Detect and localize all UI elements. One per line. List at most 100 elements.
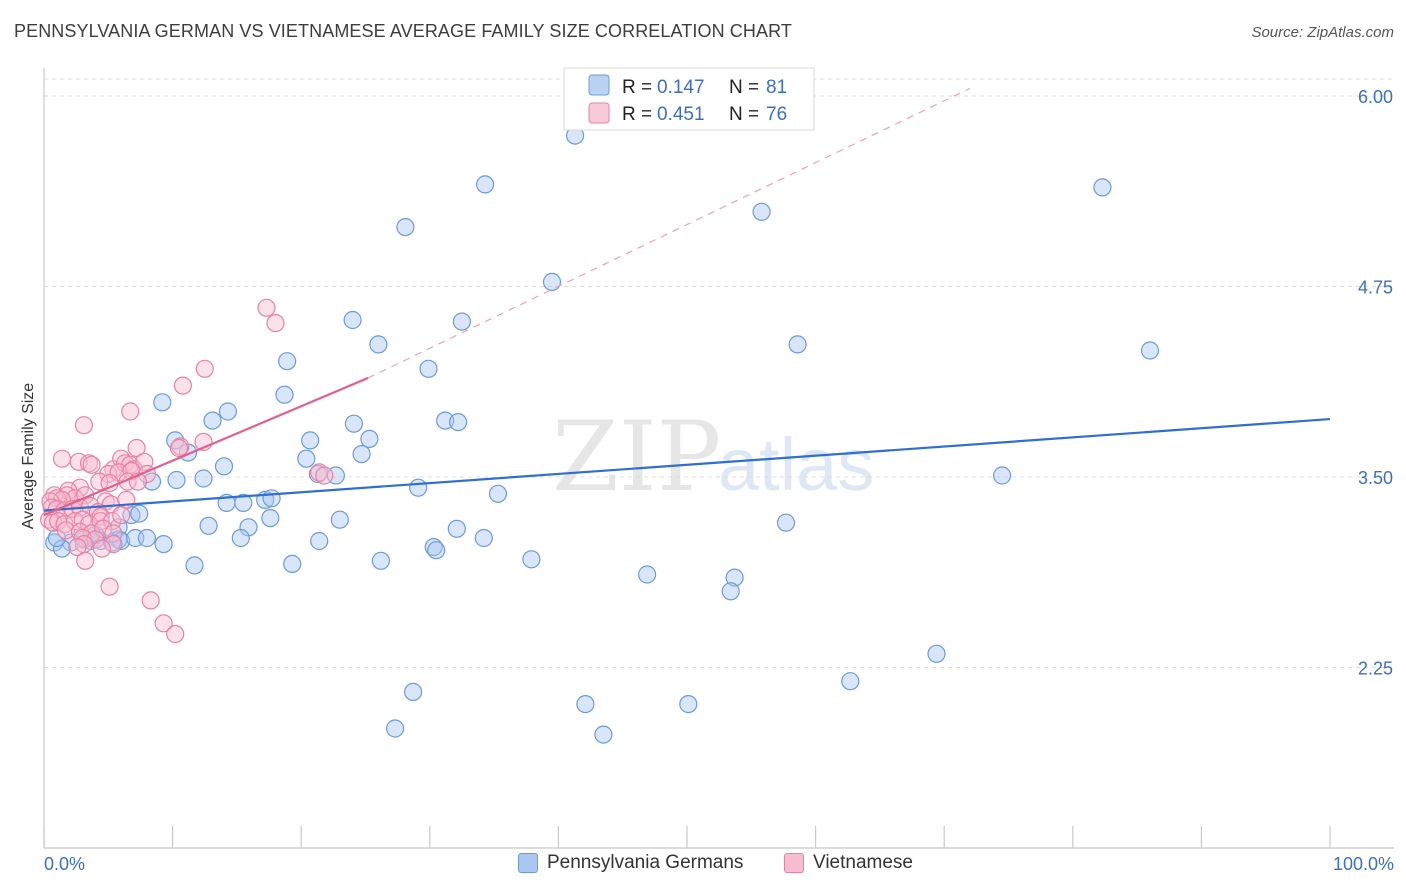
point-vietnamese-71 — [76, 551, 95, 570]
point-pennsylvania-germans-15 — [218, 402, 237, 421]
point-pennsylvania-germans-33 — [409, 478, 428, 497]
point-pennsylvania-germans-25 — [352, 445, 371, 464]
series-legend: Pennsylvania Germans Vietnamese — [0, 852, 1406, 878]
point-pennsylvania-germans-41 — [261, 508, 280, 528]
point-pennsylvania-germans-62 — [52, 539, 72, 558]
point-pennsylvania-germans-80 — [137, 528, 156, 548]
watermark-zip: ZIP — [552, 401, 721, 513]
point-vietnamese-4 — [121, 402, 140, 421]
series-legend-label-pennsylvania-germans: Pennsylvania Germans — [547, 852, 744, 873]
point-pennsylvania-germans-42 — [330, 510, 349, 529]
y-tick-label-2: 4.75 — [1358, 278, 1393, 298]
point-pennsylvania-germans-65 — [283, 554, 302, 574]
x-tick-label-max: 100.0% — [1333, 854, 1394, 874]
point-vietnamese-60 — [56, 521, 76, 540]
point-pennsylvania-germans-67 — [522, 550, 541, 569]
legend-n-value-0: 81 — [766, 77, 787, 98]
point-pennsylvania-germans-59 — [427, 541, 446, 560]
point-pennsylvania-germans-29 — [992, 466, 1012, 485]
x-tick-label-min: 0.0% — [44, 854, 85, 874]
point-pennsylvania-germans-66 — [371, 551, 390, 570]
point-pennsylvania-germans-11 — [278, 352, 297, 371]
point-pennsylvania-germans-64 — [185, 556, 204, 575]
gridlines — [44, 78, 1394, 668]
series-legend-swatch-pennsylvania-germans — [518, 853, 538, 873]
point-vietnamese-3 — [173, 376, 192, 395]
point-pennsylvania-germans-19 — [449, 413, 468, 432]
point-vietnamese-74 — [154, 614, 173, 633]
point-vietnamese-72 — [100, 577, 119, 596]
series-legend-swatch-vietnamese — [784, 853, 804, 873]
point-pennsylvania-germans-26 — [214, 457, 234, 476]
point-pennsylvania-germans-13 — [275, 385, 294, 404]
point-pennsylvania-germans-2 — [396, 218, 415, 237]
legend-n-label-1: N = — [729, 104, 759, 125]
point-vietnamese-1 — [266, 314, 285, 333]
point-pennsylvania-germans-73 — [404, 682, 423, 702]
trend-lines — [43, 87, 1331, 517]
point-pennsylvania-germans-47 — [447, 519, 466, 538]
point-pennsylvania-germans-43 — [776, 513, 796, 532]
point-pennsylvania-germans-6 — [343, 310, 362, 330]
point-pennsylvania-germans-5 — [542, 272, 562, 291]
series-vietnamese — [39, 298, 334, 644]
point-vietnamese-5 — [74, 416, 94, 435]
point-vietnamese-24 — [310, 463, 329, 482]
point-vietnamese-70 — [68, 537, 87, 557]
point-pennsylvania-germans-68 — [637, 565, 657, 584]
point-pennsylvania-germans-22 — [360, 429, 379, 448]
trend-line-pennsylvania-germans — [43, 417, 1331, 512]
point-pennsylvania-germans-10 — [1140, 341, 1160, 360]
x-axis-ticks — [43, 826, 1331, 848]
point-vietnamese-67 — [104, 534, 123, 554]
point-pennsylvania-germans-34 — [488, 484, 508, 503]
series-legend-item-vietnamese: Vietnamese — [784, 852, 913, 874]
watermark: ZIP atlas — [552, 401, 874, 513]
point-vietnamese-66 — [86, 530, 105, 549]
point-pennsylvania-germans-14 — [153, 393, 172, 412]
legend-n-label-0: N = — [729, 77, 759, 98]
point-pennsylvania-germans-3 — [1093, 178, 1112, 197]
point-pennsylvania-germans-8 — [369, 335, 388, 354]
point-vietnamese-13 — [82, 455, 101, 474]
trend-line-vietnamese — [43, 376, 369, 517]
point-vietnamese-59 — [112, 505, 131, 525]
point-pennsylvania-germans-74 — [576, 694, 595, 714]
point-pennsylvania-germans-54 — [154, 534, 173, 554]
trend-line-vietnamese-extension — [367, 87, 971, 379]
point-pennsylvania-germans-57 — [474, 528, 493, 548]
point-pennsylvania-germans-40 — [130, 504, 149, 523]
series-legend-label-vietnamese: Vietnamese — [813, 852, 913, 873]
axes — [43, 68, 1394, 849]
legend-r-value-1: 0.451 — [657, 104, 705, 125]
point-pennsylvania-germans-4 — [752, 202, 771, 221]
chart-source: Source: ZipAtlas.com — [1251, 24, 1394, 41]
chart-title: PENNSYLVANIA GERMAN VS VIETNAMESE AVERAG… — [14, 21, 792, 41]
point-pennsylvania-germans-31 — [167, 470, 186, 490]
point-pennsylvania-germans-72 — [841, 672, 860, 691]
legend-r-label-0: R = — [622, 77, 652, 98]
point-pennsylvania-germans-32 — [194, 469, 213, 488]
point-pennsylvania-germans-37 — [262, 489, 281, 508]
point-vietnamese-53 — [55, 515, 74, 534]
point-vietnamese-2 — [195, 359, 214, 378]
y-tick-labels: 2.25 3.50 4.75 6.00 — [1358, 87, 1393, 679]
point-pennsylvania-germans-56 — [310, 531, 329, 551]
point-pennsylvania-germans-45 — [199, 516, 218, 535]
point-pennsylvania-germans-76 — [386, 719, 405, 738]
point-vietnamese-0 — [257, 298, 276, 317]
point-pennsylvania-germans-7 — [452, 312, 471, 331]
point-vietnamese-64 — [104, 524, 123, 543]
point-pennsylvania-germans-77 — [594, 725, 613, 744]
watermark-atlas: atlas — [718, 423, 874, 506]
y-axis-title: Average Family Size — [20, 383, 37, 530]
point-pennsylvania-germans-58 — [424, 537, 443, 557]
legend-swatch-vietnamese — [588, 102, 610, 124]
point-vietnamese-68 — [92, 539, 112, 558]
series-legend-item-pennsylvania-germans: Pennsylvania Germans — [518, 852, 743, 874]
point-pennsylvania-germans-24 — [297, 449, 316, 468]
point-pennsylvania-germans-69 — [725, 568, 744, 587]
point-pennsylvania-germans-21 — [301, 431, 320, 450]
y-tick-label-1: 3.50 — [1358, 468, 1393, 488]
point-pennsylvania-germans-70 — [721, 582, 740, 601]
